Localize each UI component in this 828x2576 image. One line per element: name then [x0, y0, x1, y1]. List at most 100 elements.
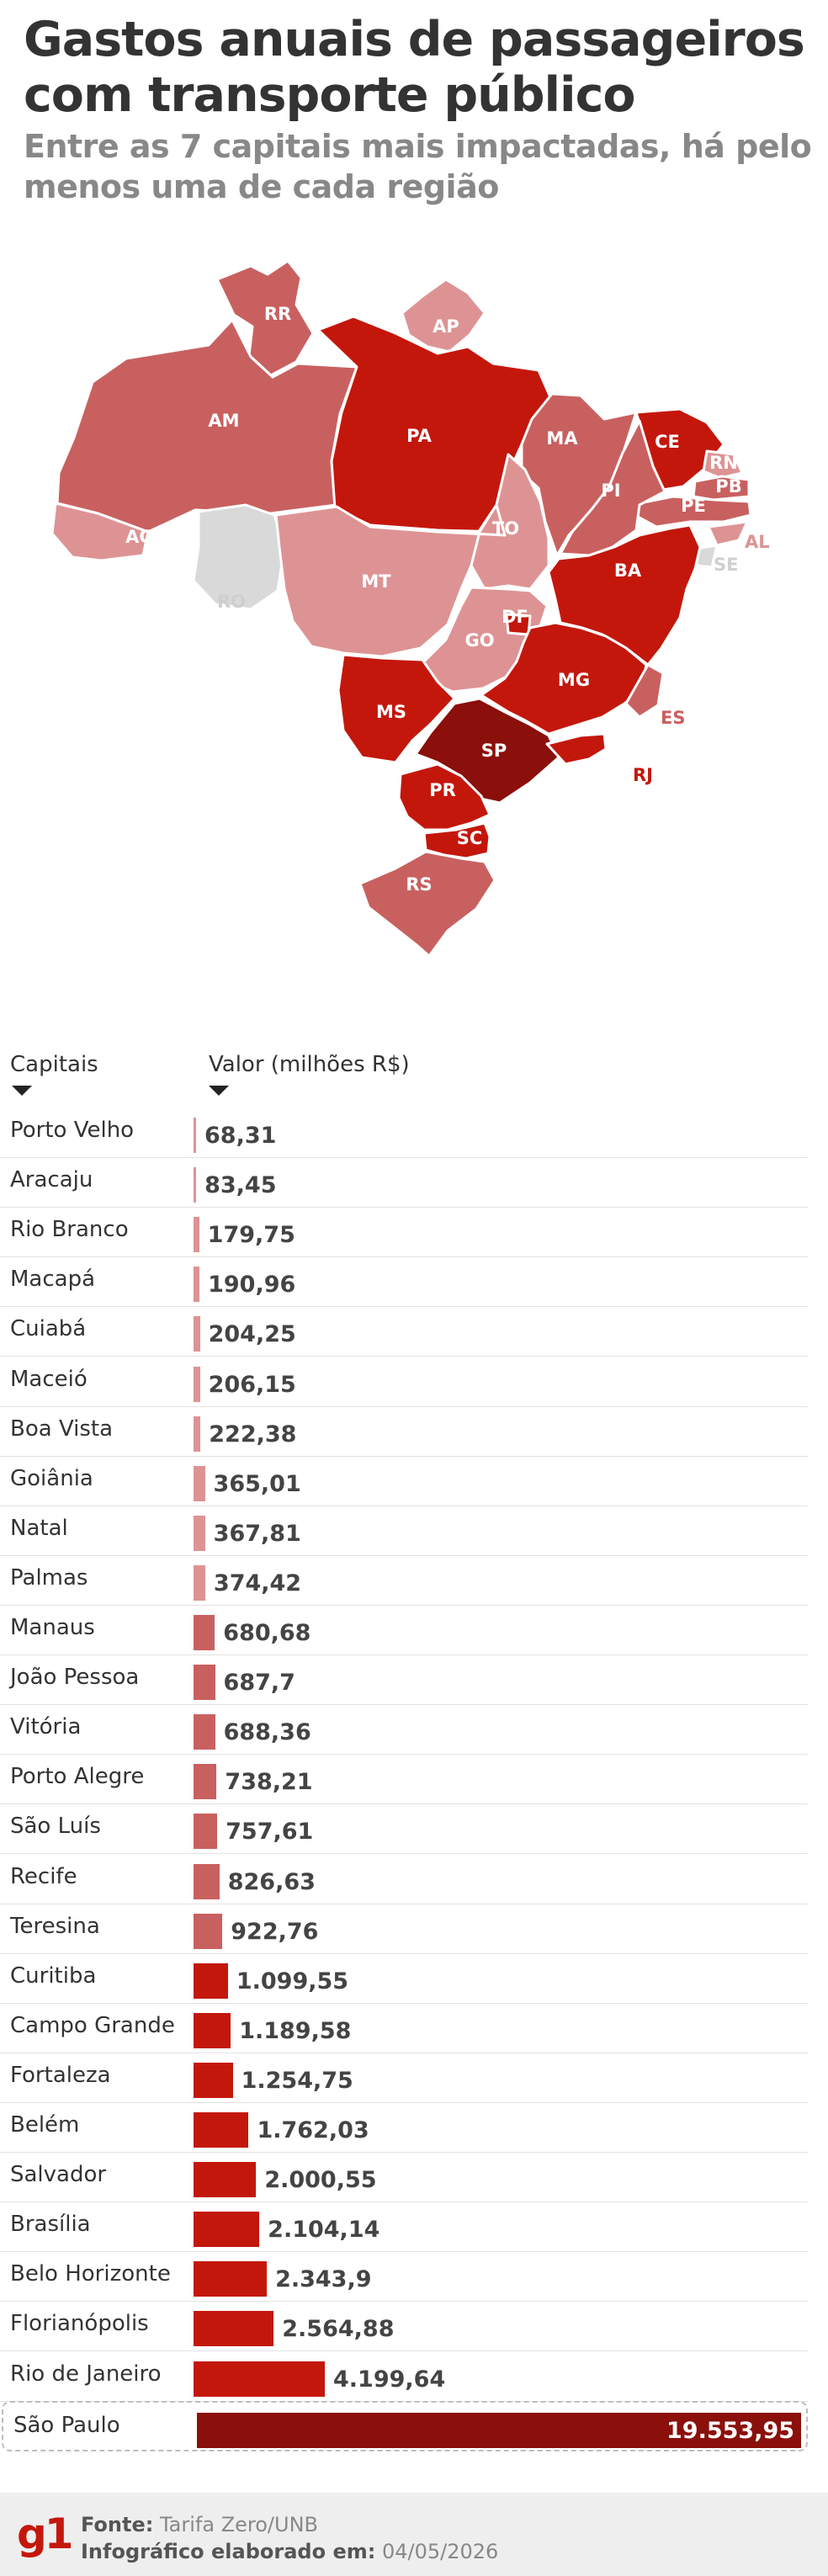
state-rj	[545, 732, 608, 766]
row-city-label: Manaus	[10, 1615, 95, 1640]
row-city-label: Maceió	[10, 1366, 88, 1392]
bar-value-label: 826,63	[227, 1868, 316, 1895]
table-row: João Pessoa 687,7	[0, 1654, 808, 1706]
table-row: Goiânia 365,01	[0, 1456, 808, 1506]
row-city-label: Goiânia	[10, 1465, 93, 1491]
bar-value-label: 367,81	[213, 1520, 301, 1547]
state-label-df: DF	[502, 607, 528, 627]
state-label-rn: RN	[709, 453, 738, 473]
bar-value-label: 687,7	[223, 1670, 295, 1697]
table-row: Porto Alegre 738,21	[0, 1754, 808, 1805]
state-label-mt: MT	[361, 571, 391, 592]
row-city-label: Porto Velho	[10, 1118, 135, 1143]
bar	[194, 1913, 223, 1949]
bar-value-label: 374,42	[213, 1570, 302, 1596]
bar	[194, 2212, 260, 2248]
table-row: Belém 1.762,03	[0, 2102, 808, 2153]
bar	[194, 1963, 228, 1999]
bar-value-label: 190,96	[208, 1272, 296, 1299]
bar	[194, 1316, 200, 1352]
bar-value-label: 922,76	[231, 1918, 319, 1945]
state-label-go: GO	[464, 630, 494, 651]
bar	[194, 1714, 215, 1750]
bar-value-label: 2.000,55	[264, 2167, 377, 2194]
bar-value-label: 68,31	[204, 1123, 277, 1149]
row-city-label: Cuiabá	[10, 1316, 87, 1342]
bar	[194, 1515, 205, 1551]
column-header-value-label: Valor (milhões R$)	[209, 1052, 410, 1077]
table-row: Vitória 688,36	[0, 1704, 808, 1755]
bar	[194, 2311, 274, 2347]
table-row: Porto Velho 68,31	[0, 1107, 808, 1158]
bar	[194, 1764, 217, 1800]
bar-value-label: 179,75	[207, 1222, 295, 1249]
state-pe	[636, 495, 752, 528]
table-row: Cuiabá 204,25	[0, 1306, 808, 1357]
date-label: Infográfico elaborado em:	[81, 2540, 376, 2563]
state-rn	[702, 449, 744, 480]
row-city-label: Florianópolis	[10, 2311, 149, 2337]
state-label-rr: RR	[264, 304, 291, 324]
state-ap	[401, 278, 486, 353]
row-city-label: Curitiba	[10, 1963, 97, 1989]
table-row: Campo Grande 1.189,58	[0, 2003, 808, 2053]
state-label-al: AL	[745, 532, 770, 552]
state-am	[56, 318, 358, 534]
bar-value-label: 2.564,88	[282, 2316, 395, 2343]
state-label-ce: CE	[655, 432, 680, 452]
table-row: Rio Branco 179,75	[0, 1207, 808, 1258]
table-row: Maceió 206,15	[0, 1357, 808, 1407]
bar-value-label: 688,36	[223, 1719, 311, 1746]
state-label-pb: PB	[715, 476, 741, 497]
row-city-label: Salvador	[10, 2162, 107, 2188]
bar-value-label: 2.343,9	[275, 2266, 372, 2293]
bar-value-label: 204,25	[208, 1321, 296, 1348]
row-city-label: Boa Vista	[10, 1415, 114, 1442]
table-row: Recife 826,63	[0, 1854, 808, 1904]
state-label-es: ES	[661, 708, 685, 728]
column-header-city[interactable]: Capitais	[10, 1052, 98, 1096]
bar	[194, 2112, 249, 2148]
footer: g1 Fonte: Tarifa Zero/UNB Infográfico el…	[0, 2493, 828, 2576]
bar	[194, 1814, 218, 1850]
row-city-label: Fortaleza	[10, 2062, 111, 2088]
row-city-label: Campo Grande	[10, 2012, 175, 2038]
state-es	[624, 663, 665, 719]
bar	[194, 1167, 197, 1203]
row-city-label: Belo Horizonte	[10, 2261, 171, 2287]
table-row: Florianópolis 2.564,88	[0, 2301, 808, 2352]
table-row: Macapá 190,96	[0, 1256, 808, 1308]
column-header-city-label: Capitais	[10, 1052, 98, 1077]
state-label-ba: BA	[614, 560, 642, 581]
bar-value-label: 206,15	[208, 1371, 296, 1398]
bar-value-label: 222,38	[209, 1421, 297, 1447]
row-city-label: São Luís	[10, 1814, 101, 1840]
bar-value-label: 19.553,95	[666, 2417, 795, 2444]
bar	[194, 1217, 199, 1253]
bar-value-label: 757,61	[226, 1819, 314, 1846]
state-label-mg: MG	[558, 670, 590, 690]
state-ro	[192, 503, 286, 611]
table-row: Manaus 680,68	[0, 1605, 808, 1655]
state-pr	[397, 762, 491, 831]
table-row: São Paulo 19.553,95	[2, 2400, 808, 2451]
state-label-ro: RO	[217, 592, 246, 612]
state-label-sc: SC	[457, 828, 483, 848]
row-city-label: Belém	[10, 2112, 80, 2138]
bar	[194, 2012, 231, 2048]
table-row: Brasília 2.104,14	[0, 2202, 808, 2253]
state-label-rs: RS	[406, 874, 432, 895]
table-row: Curitiba 1.099,55	[0, 1953, 808, 2004]
state-label-ap: AP	[433, 316, 459, 337]
column-header-value[interactable]: Valor (milhões R$)	[209, 1052, 410, 1096]
row-city-label: Natal	[10, 1515, 68, 1541]
bar	[194, 1415, 201, 1452]
row-city-label: Porto Alegre	[10, 1764, 145, 1790]
g1-logo: g1	[17, 2510, 74, 2558]
row-city-label: Vitória	[10, 1714, 82, 1740]
table-row: São Luís 757,61	[0, 1803, 808, 1855]
state-mt	[274, 503, 507, 658]
state-label-rj: RJ	[633, 765, 653, 785]
bar	[194, 1665, 215, 1701]
bar-value-label: 1.189,58	[239, 2017, 352, 2044]
